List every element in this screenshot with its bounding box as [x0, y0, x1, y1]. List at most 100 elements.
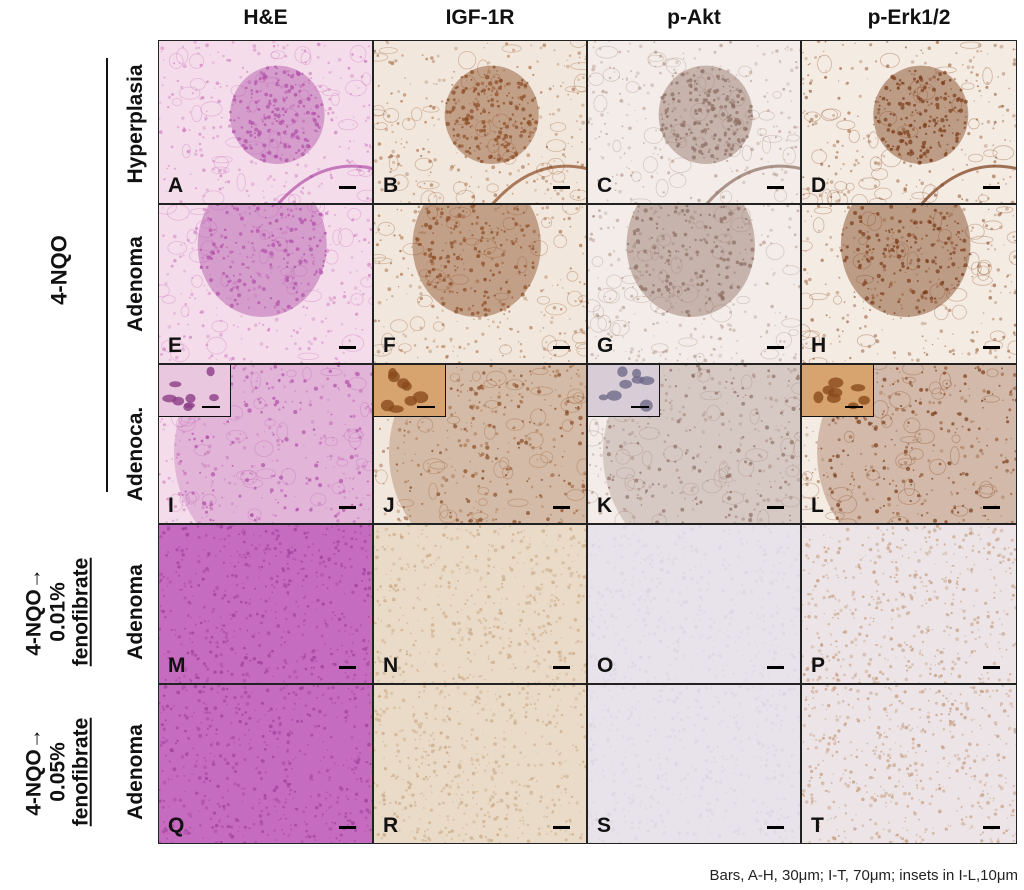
panel-letter: K [597, 494, 613, 517]
scale-bar [983, 506, 1000, 509]
row-label-hyperplasia: Hyperplasia [124, 64, 148, 184]
row-label-adenocarcinoma: Adenoca. [124, 406, 148, 502]
micrograph-panel-g: G [587, 204, 801, 364]
scale-bar [767, 666, 784, 669]
micrograph-image-h [802, 205, 1016, 363]
panel-letter: Q [168, 814, 185, 837]
micrograph-panel-t: T [801, 684, 1017, 844]
scale-bar [767, 506, 784, 509]
group-bracket-4nqo [106, 58, 108, 492]
micrograph-image-e [159, 205, 372, 363]
feno01-line3: fenofibrate [69, 557, 93, 667]
column-header-he: H&E [243, 6, 288, 29]
micrograph-image-c [588, 41, 800, 203]
feno01-line1: 4-NQO→ [22, 568, 46, 656]
panel-letter: T [811, 814, 824, 837]
scale-bar-caption: Bars, A-H, 30μm; I-T, 70μm; insets in I-… [709, 867, 1018, 884]
panel-letter: J [383, 494, 395, 517]
panel-letter: H [811, 334, 827, 357]
scale-bar [339, 346, 356, 349]
column-header-perk: p-Erk1/2 [867, 6, 951, 29]
micrograph-image-g [588, 205, 800, 363]
micrograph-image-b [374, 41, 586, 203]
micrograph-panel-k: K [587, 364, 801, 524]
group-label-feno05: 4-NQO→ 0.05% fenofibrate [23, 718, 94, 827]
panel-letter: I [168, 494, 174, 517]
group-label-feno01: 4-NQO→ 0.01% fenofibrate [23, 558, 94, 667]
micrograph-panel-d: D [801, 40, 1017, 204]
micrograph-panel-j: J [373, 364, 587, 524]
micrograph-image-r [374, 685, 586, 843]
micrograph-image-d [802, 41, 1016, 203]
inset-scale-bar [202, 406, 220, 408]
panel-letter: S [597, 814, 612, 837]
micrograph-image-o [588, 525, 800, 683]
panel-letter: E [168, 334, 183, 357]
micrograph-image-s [588, 685, 800, 843]
scale-bar [983, 666, 1000, 669]
micrograph-panel-m: M [158, 524, 373, 684]
panel-letter: O [597, 654, 614, 677]
row-label-adenoma-feno01: Adenoma [124, 564, 148, 660]
scale-bar [767, 346, 784, 349]
micrograph-panel-i: I [158, 364, 373, 524]
scale-bar [553, 826, 570, 829]
scale-bar [983, 826, 1000, 829]
micrograph-image-n [374, 525, 586, 683]
micrograph-panel-p: P [801, 524, 1017, 684]
feno05-line1: 4-NQO→ [22, 728, 46, 816]
row-label-adenoma-feno05: Adenoma [124, 724, 148, 820]
panel-letter: L [811, 494, 824, 517]
scale-bar [339, 826, 356, 829]
micrograph-panel-s: S [587, 684, 801, 844]
inset-scale-bar [631, 406, 649, 408]
micrograph-image-f [374, 205, 586, 363]
column-header-pakt: p-Akt [667, 6, 721, 29]
panel-letter: D [811, 174, 827, 197]
panel-letter: P [811, 654, 826, 677]
scale-bar [767, 186, 784, 189]
feno05-line2: 0.05% [46, 742, 70, 802]
micrograph-panel-e: E [158, 204, 373, 364]
scale-bar [553, 506, 570, 509]
scale-bar [339, 186, 356, 189]
feno05-line3: fenofibrate [69, 717, 93, 827]
panel-letter: A [168, 174, 184, 197]
scale-bar [553, 666, 570, 669]
inset-l [802, 365, 874, 417]
micrograph-panel-c: C [587, 40, 801, 204]
micrograph-panel-b: B [373, 40, 587, 204]
micrograph-panel-q: Q [158, 684, 373, 844]
inset-scale-bar [845, 406, 863, 408]
micrograph-panel-h: H [801, 204, 1017, 364]
inset-scale-bar [417, 406, 435, 408]
inset-i [159, 365, 231, 417]
micrograph-image-m [159, 525, 372, 683]
panel-letter: C [597, 174, 613, 197]
micrograph-panel-l: L [801, 364, 1017, 524]
micrograph-image-t [802, 685, 1016, 843]
micrograph-image-p [802, 525, 1016, 683]
scale-bar [767, 826, 784, 829]
micrograph-image-a [159, 41, 372, 203]
micrograph-panel-a: A [158, 40, 373, 204]
scale-bar [983, 186, 1000, 189]
scale-bar [983, 346, 1000, 349]
panel-letter: N [383, 654, 399, 677]
scale-bar [553, 346, 570, 349]
feno01-line2: 0.01% [46, 582, 70, 642]
micrograph-image-q [159, 685, 372, 843]
micrograph-panel-n: N [373, 524, 587, 684]
panel-letter: G [597, 334, 614, 357]
column-header-igf1r: IGF-1R [445, 6, 515, 29]
panel-letter: B [383, 174, 399, 197]
scale-bar [339, 506, 356, 509]
scale-bar [553, 186, 570, 189]
inset-k [588, 365, 660, 417]
panel-letter: R [383, 814, 399, 837]
scale-bar [339, 666, 356, 669]
row-label-adenoma: Adenoma [124, 236, 148, 332]
group-label-4nqo: 4-NQO [46, 235, 72, 305]
panel-letter: F [383, 334, 396, 357]
micrograph-panel-o: O [587, 524, 801, 684]
